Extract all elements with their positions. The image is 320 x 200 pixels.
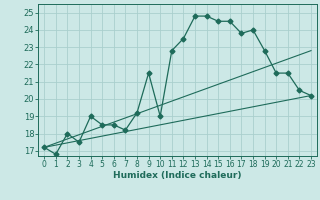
X-axis label: Humidex (Indice chaleur): Humidex (Indice chaleur) — [113, 171, 242, 180]
